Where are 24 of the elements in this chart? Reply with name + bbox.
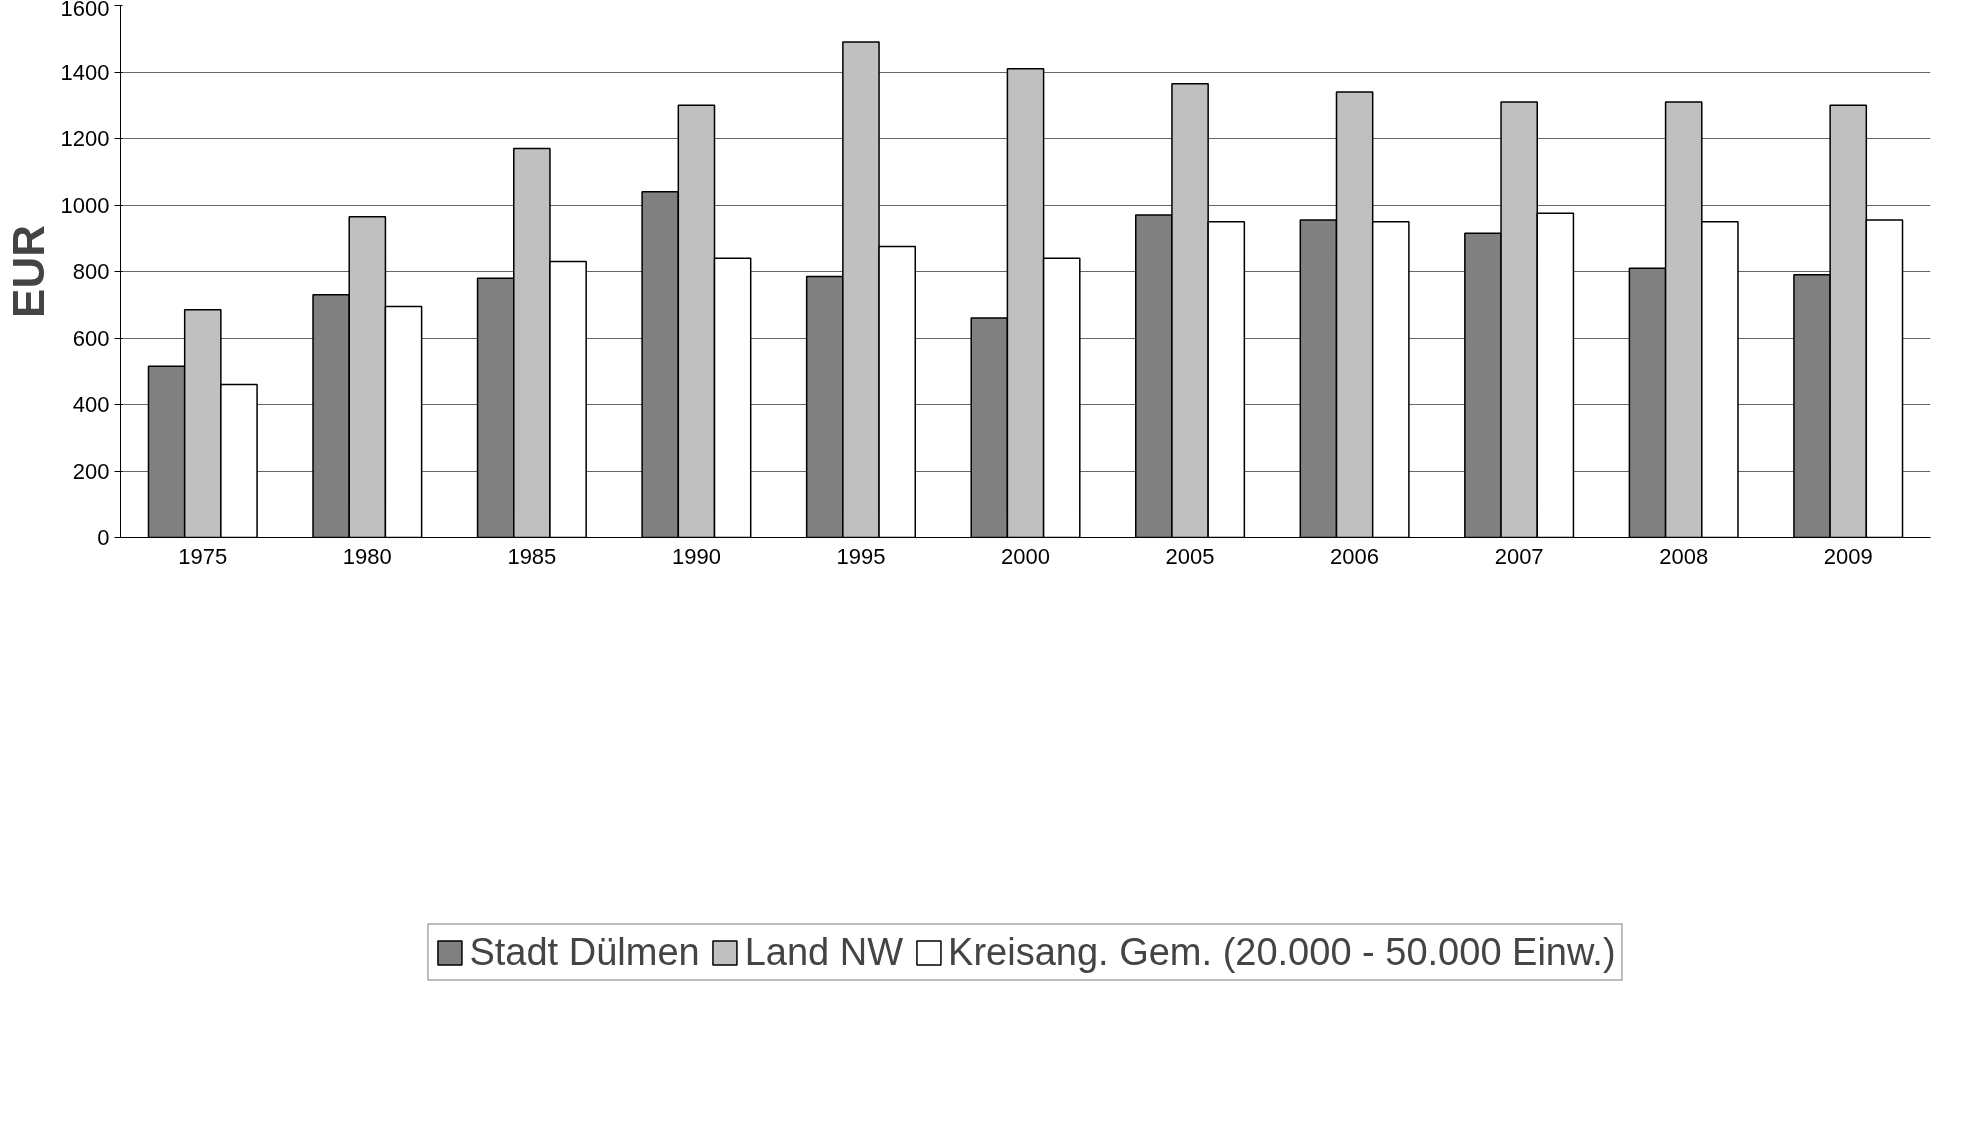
y-tick-label: 1200 bbox=[60, 126, 110, 151]
x-tick-label: 1985 bbox=[507, 543, 557, 569]
x-tick-label: 2006 bbox=[1330, 543, 1380, 569]
x-tick-label: 2008 bbox=[1659, 543, 1709, 569]
y-tick-label: 200 bbox=[72, 458, 110, 484]
x-tick-label: 2009 bbox=[1823, 543, 1873, 569]
legend-label: Land NW bbox=[744, 930, 904, 974]
y-tick-label: 800 bbox=[72, 259, 110, 284]
x-tick-label: 1980 bbox=[342, 543, 392, 569]
x-tick-label: 1995 bbox=[836, 543, 886, 569]
x-tick-label: 2000 bbox=[1001, 543, 1050, 569]
legend-label: Stadt Dülmen bbox=[469, 930, 700, 974]
y-tick-label: 1600 bbox=[60, 0, 110, 21]
x-tick-label: 1990 bbox=[671, 543, 721, 569]
y-tick-label: 1000 bbox=[60, 192, 110, 218]
y-tick-label: 1400 bbox=[60, 59, 110, 85]
y-tick-label: 0 bbox=[97, 525, 110, 550]
x-tick-label: 2005 bbox=[1165, 543, 1215, 569]
y-axis-title: EUR bbox=[3, 225, 53, 318]
legend-label: Kreisang. Gem. (20.000 - 50.000 Einw.) bbox=[948, 930, 1616, 974]
y-tick-label: 600 bbox=[72, 325, 110, 351]
y-tick-label: 400 bbox=[72, 392, 110, 417]
x-tick-label: 2007 bbox=[1494, 543, 1544, 569]
x-tick-label: 1975 bbox=[178, 543, 228, 569]
